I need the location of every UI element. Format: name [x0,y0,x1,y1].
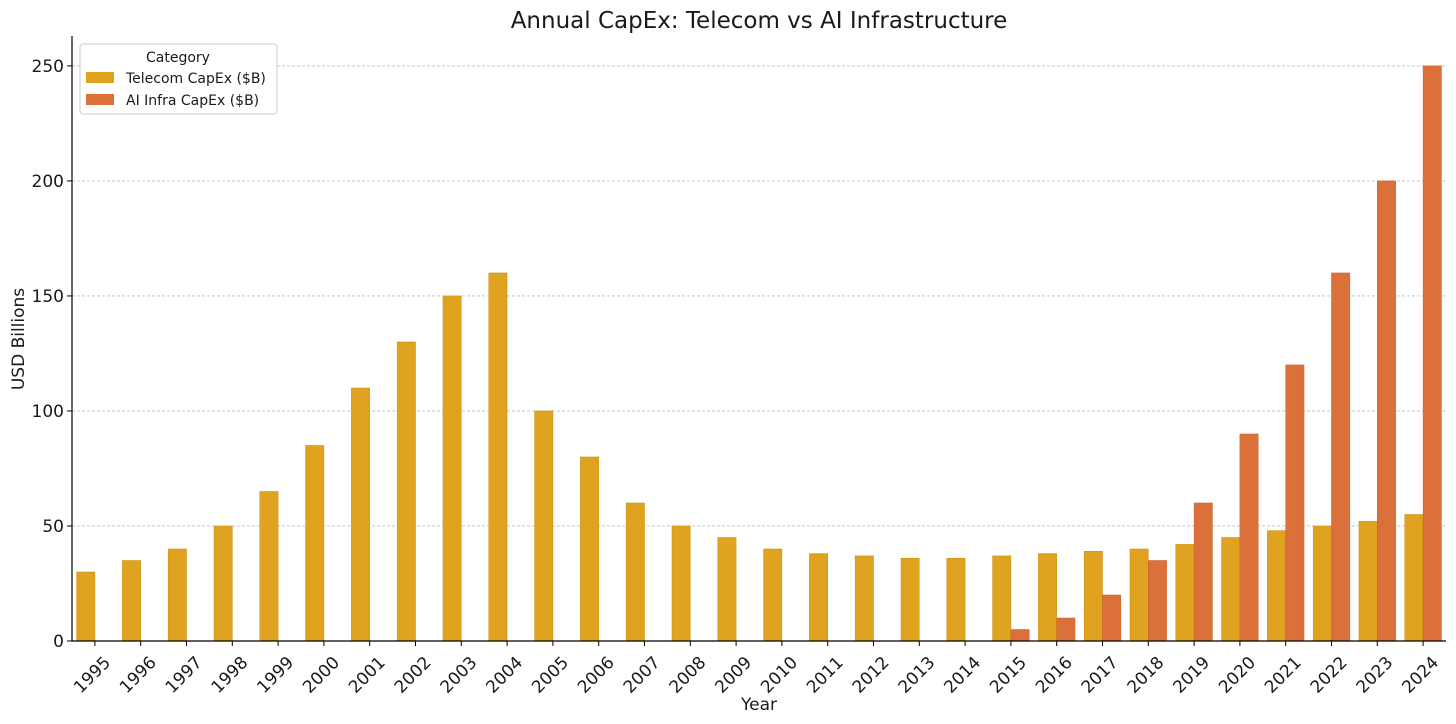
x-tick-label: 2010 [757,653,802,698]
bar-ai-infra-2020 [1239,433,1259,642]
bar-telecom-2008 [671,525,691,642]
bar-ai-infra-2016 [1056,617,1076,642]
bar-telecom-2001 [351,387,370,642]
x-tick-label: 1995 [70,653,115,698]
y-tick-label: 200 [32,172,64,192]
x-tick-label: 2023 [1353,653,1398,698]
gridlines [72,65,1446,527]
x-tick-label: 2012 [849,653,894,698]
legend: Category Telecom CapEx ($B) AI Infra Cap… [79,43,278,115]
x-tick-label: 2006 [574,653,619,698]
bar-telecom-2021 [1267,530,1286,642]
chart-title: Annual CapEx: Telecom vs AI Infrastructu… [511,8,1008,34]
bar-telecom-1998 [213,525,233,642]
bar-telecom-2012 [854,555,874,642]
x-tick-label: 2021 [1261,653,1306,698]
bar-ai-infra-2023 [1377,180,1396,642]
bar-telecom-2006 [580,456,599,642]
x-tick-label: 1998 [208,653,253,698]
x-tick-label: 2000 [299,653,344,698]
legend-title: Category [146,50,210,66]
y-axis-label: USD Billions [9,288,29,390]
legend-label-ai-infra: AI Infra CapEx ($B) [126,93,259,109]
x-tick-label: 2011 [803,653,848,698]
legend-label-telecom: Telecom CapEx ($B) [125,71,266,87]
x-axis-label: Year [740,695,777,715]
x-tick-label: 2013 [895,653,940,698]
x-tick-label: 1997 [162,653,207,698]
legend-box [79,43,278,115]
x-tick-label: 2020 [1215,653,1260,698]
bar-telecom-2024 [1404,514,1424,642]
bar-telecom-2018 [1129,548,1149,642]
bar-ai-infra-2015 [1010,629,1030,642]
y-tick-label: 100 [32,402,64,422]
x-tick-label: 2016 [1032,653,1077,698]
y-tick-label: 150 [32,287,64,307]
x-tick-label: 2014 [940,653,985,698]
bar-telecom-2013 [900,557,920,642]
x-tick-label: 2018 [1124,653,1169,698]
legend-swatch-telecom [86,72,114,83]
x-tick-label: 2024 [1398,653,1443,698]
x-tick-label: 2015 [986,653,1031,698]
x-tick-label: 2007 [620,653,665,698]
x-tick-label: 2009 [711,653,756,698]
x-tick-label: 2002 [391,653,436,698]
y-ticks: 0 50 100 150 200 250 [32,57,72,652]
x-tick-label: 1999 [253,653,298,698]
y-tick-label: 250 [32,57,64,77]
bar-ai-infra-2021 [1285,364,1305,642]
y-tick-label: 50 [42,517,64,537]
bar-telecom-2005 [534,410,554,642]
bar-telecom-2016 [1038,553,1057,642]
bar-telecom-2017 [1083,551,1103,642]
bar-telecom-1995 [76,571,96,642]
bar-telecom-2023 [1358,521,1378,642]
bar-telecom-2003 [442,295,462,642]
x-tick-label: 1996 [116,653,161,698]
bar-telecom-2002 [396,341,416,642]
bar-telecom-2015 [992,555,1012,642]
bar-telecom-2019 [1175,544,1195,642]
bar-telecom-2022 [1312,525,1332,642]
bar-ai-infra-2017 [1102,594,1122,642]
bar-ai-infra-2019 [1193,502,1213,642]
bar-ai-infra-2018 [1148,560,1167,642]
bars [76,65,1442,642]
bar-telecom-1997 [167,548,187,642]
x-tick-label: 2008 [666,653,711,698]
x-tick-label: 2019 [1169,653,1214,698]
x-tick-label: 2005 [528,653,573,698]
x-tick-label: 2022 [1307,653,1352,698]
x-tick-label: 2017 [1078,653,1123,698]
legend-swatch-ai-infra [86,94,114,105]
bar-telecom-2009 [717,537,737,642]
bar-ai-infra-2022 [1331,272,1351,642]
bar-telecom-2011 [809,553,828,642]
bar-telecom-2014 [946,557,966,642]
bar-telecom-2007 [625,502,645,642]
x-ticks: 1995 1996 1997 1998 1999 2000 2001 2002 2003 2004… [70,641,1443,698]
x-tick-label: 2004 [482,653,527,698]
bar-telecom-1999 [259,491,279,642]
y-tick-label: 0 [53,632,64,652]
axes [71,36,1446,642]
bar-telecom-2004 [488,272,508,642]
bar-telecom-2010 [763,548,783,642]
bar-telecom-1996 [122,560,141,642]
bar-ai-infra-2024 [1422,65,1442,642]
x-tick-label: 2001 [345,653,390,698]
x-tick-label: 2003 [437,653,482,698]
bar-telecom-2020 [1221,537,1241,642]
bar-telecom-2000 [305,445,325,642]
